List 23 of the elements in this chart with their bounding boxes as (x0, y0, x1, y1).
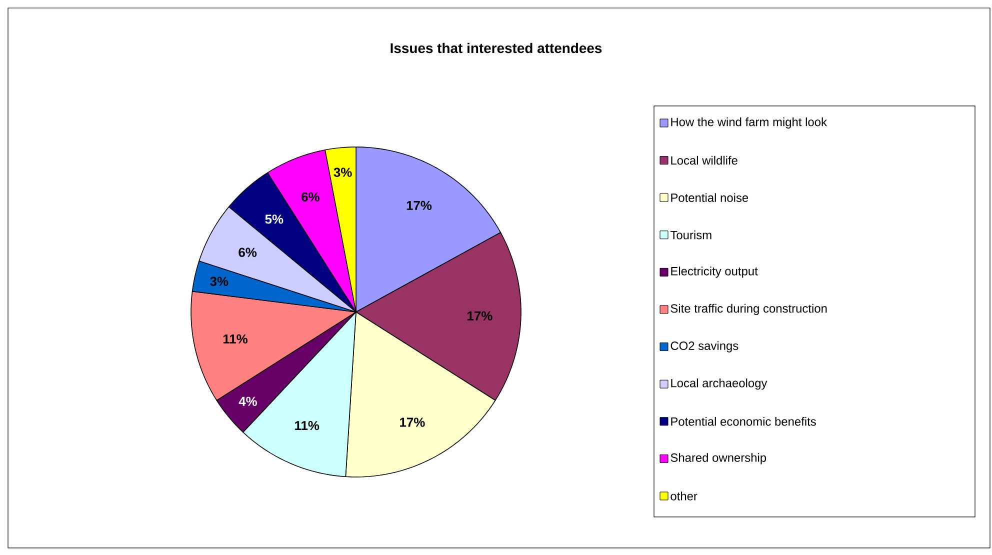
data-label: 3% (334, 168, 352, 177)
data-label: 6% (238, 248, 257, 257)
legend-label: Site traffic during construction (670, 304, 827, 316)
legend-label: Electricity output (671, 266, 758, 278)
data-label: 17% (468, 311, 492, 320)
data-label: 3% (210, 276, 228, 286)
data-label: 11% (223, 334, 248, 344)
legend-label: Local wildlife (671, 156, 738, 165)
data-label: 17% (400, 418, 425, 427)
chart-title: Issues that interested attendees (390, 42, 602, 54)
legend-label: Potential economic benefits (671, 417, 816, 426)
legend-label: Potential noise (671, 193, 748, 202)
legend-label: How the wind farm might look (671, 117, 828, 129)
legend-label: CO2 savings (670, 341, 738, 352)
legend-label: other (670, 492, 698, 500)
data-label: 11% (295, 420, 320, 430)
legend-label: Local archaeology (671, 378, 768, 390)
data-label: 5% (265, 214, 284, 224)
data-label: 17% (406, 200, 432, 210)
legend-label: Shared ownership (670, 453, 766, 464)
legend-label: Tourism (670, 230, 712, 240)
data-label: 4% (238, 396, 257, 406)
data-label: 6% (302, 192, 320, 202)
